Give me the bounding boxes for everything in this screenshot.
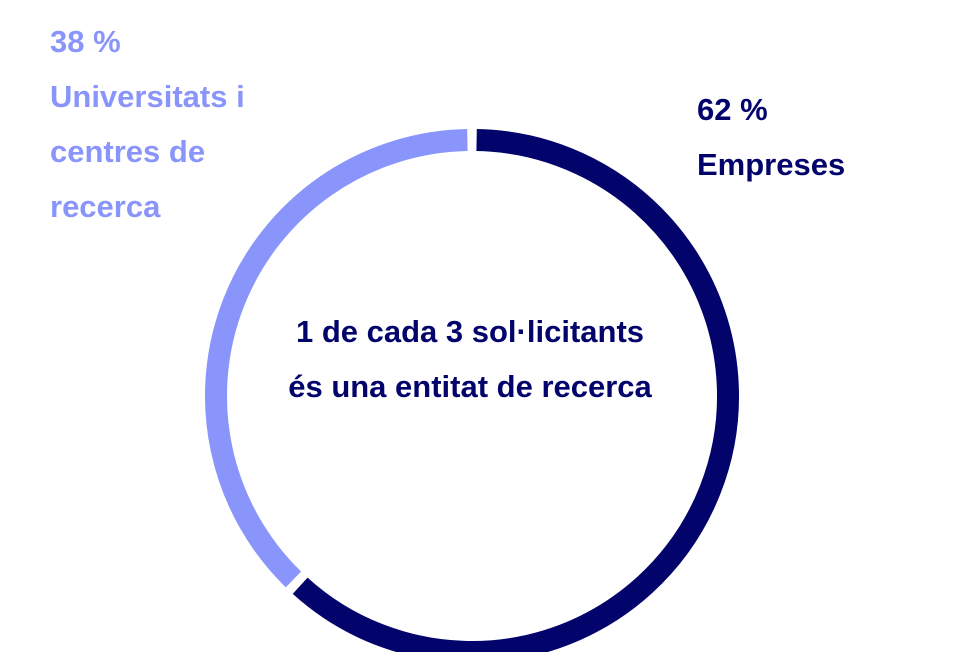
donut-segment xyxy=(292,129,739,652)
label-empreses: 62 % Empreses xyxy=(697,82,937,192)
center-annotation: 1 de cada 3 sol·licitants és una entitat… xyxy=(288,314,652,404)
value-label: 62 % xyxy=(697,92,768,127)
value-label: 38 % xyxy=(50,24,121,59)
label-universitats: 38 % Universitats i centres de recerca xyxy=(50,14,290,234)
donut-segment xyxy=(205,129,468,588)
category-label: Universitats i centres de recerca xyxy=(50,79,245,224)
category-label: Empreses xyxy=(697,147,846,182)
